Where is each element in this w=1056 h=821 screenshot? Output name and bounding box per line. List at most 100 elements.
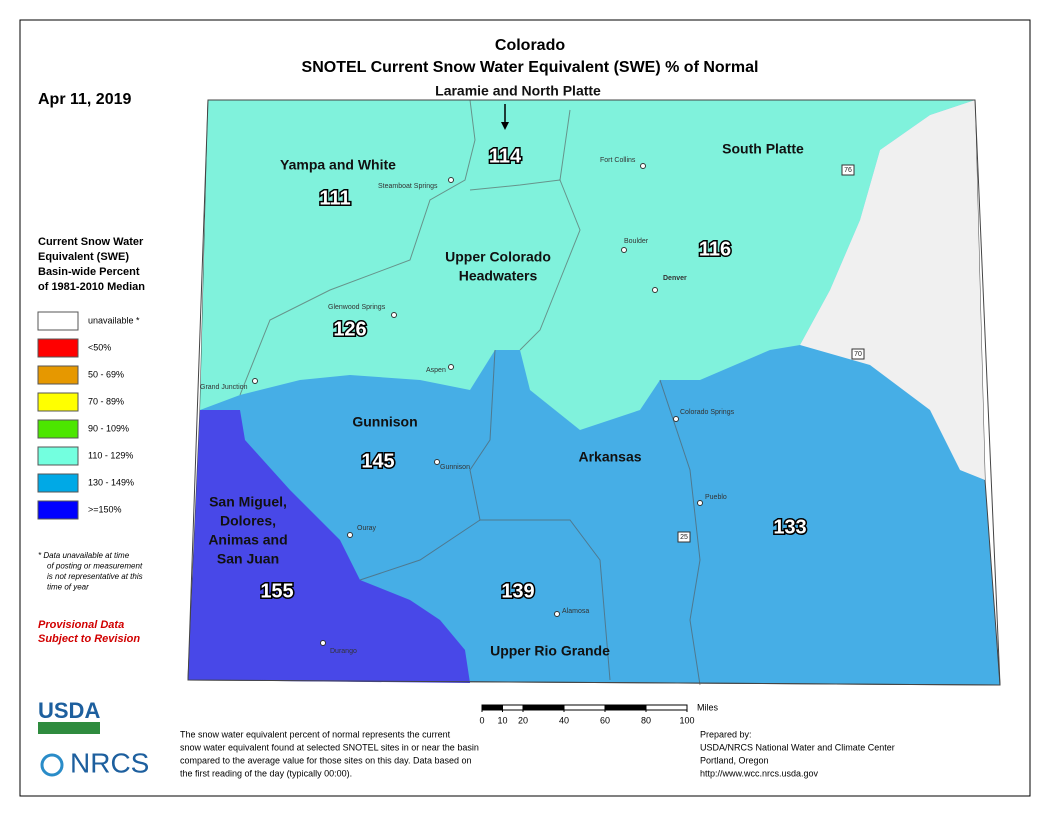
basin-name: Upper Colorado xyxy=(445,249,551,265)
basin-line xyxy=(469,179,561,191)
scale-unit: Miles xyxy=(697,702,719,712)
basin-value: 155 xyxy=(260,580,293,602)
arrow-head xyxy=(501,122,509,130)
legend-label: <50% xyxy=(88,342,111,352)
logo-field xyxy=(38,722,100,734)
city-dot xyxy=(347,532,353,538)
scale-segment xyxy=(523,705,564,710)
legend-swatch xyxy=(37,446,79,466)
city-dot xyxy=(554,611,560,617)
basin-name: Upper Rio Grande xyxy=(490,643,610,659)
basin-line xyxy=(469,349,611,681)
city-label: Pueblo xyxy=(705,494,727,501)
scale-label: 60 xyxy=(600,715,610,725)
scale-label: 10 xyxy=(497,715,507,725)
date: Apr 11, 2019 xyxy=(38,91,132,108)
basin-unavailable xyxy=(800,100,985,480)
highway-shield xyxy=(851,348,865,360)
legend-swatch xyxy=(37,500,79,520)
city-dot xyxy=(320,640,326,646)
city-label: Gunnison xyxy=(440,464,470,471)
map-labels: Yampa and White 111 Laramie and North Plat… xyxy=(200,83,865,659)
provisional-note: Provisional Data xyxy=(38,619,124,631)
prepared-by: USDA/NRCS National Water and Climate Cen… xyxy=(700,742,895,752)
footnote: time of year xyxy=(47,583,89,592)
city-dot xyxy=(652,287,658,293)
basin-value: 114 xyxy=(489,145,522,167)
description: compared to the average value for those … xyxy=(180,755,472,765)
legend-swatch xyxy=(37,365,79,385)
legend-title: Basin-wide Percent xyxy=(38,266,140,278)
highway-label: 25 xyxy=(680,534,688,541)
city-label: Grand Junction xyxy=(200,384,248,391)
city-dot xyxy=(621,247,627,253)
city-label: Fort Collins xyxy=(600,157,636,164)
footnote: is not representative at this xyxy=(47,572,143,581)
basin-dark xyxy=(188,410,470,683)
city-label: Boulder xyxy=(624,238,649,245)
legend-swatch xyxy=(37,311,79,331)
city-label: Alamosa xyxy=(562,608,589,615)
basin-name: Animas and xyxy=(208,532,287,548)
city-dot xyxy=(391,312,397,318)
basin-line xyxy=(359,519,481,581)
basin-map xyxy=(187,99,1001,686)
state-border xyxy=(187,99,1001,686)
basin-name: Arkansas xyxy=(578,449,641,465)
description: The snow water equivalent percent of nor… xyxy=(180,729,451,739)
basin-line xyxy=(239,99,476,396)
basin-name: Gunnison xyxy=(352,414,417,430)
prepared-by: Portland, Oregon xyxy=(700,755,769,765)
scale-bar xyxy=(481,704,688,711)
description: the first reading of the day (typically … xyxy=(180,768,352,778)
legend-swatch xyxy=(37,473,79,493)
city-dot xyxy=(252,378,258,384)
scale-label: 20 xyxy=(518,715,528,725)
city-dot xyxy=(434,459,440,465)
legend-label: 90 - 109% xyxy=(88,423,129,433)
basin-line xyxy=(519,109,581,351)
scale-label: 80 xyxy=(641,715,651,725)
basin-value: 133 xyxy=(773,516,806,538)
legend-label: 70 - 89% xyxy=(88,396,124,406)
basin-name: South Platte xyxy=(722,141,804,157)
legend-title: of 1981-2010 Median xyxy=(38,281,145,293)
legend-label: 110 - 129% xyxy=(88,450,133,460)
city-label: Ouray xyxy=(357,525,377,532)
highway-shield xyxy=(841,164,855,176)
city-dot xyxy=(448,364,454,370)
subtitle: SNOTEL Current Snow Water Equivalent (SW… xyxy=(302,59,759,76)
scale-segment xyxy=(482,705,503,710)
highway-shield xyxy=(677,531,691,543)
prepared-by: http://www.wcc.nrcs.usda.gov xyxy=(700,768,819,778)
legend-swatch xyxy=(37,419,79,439)
legend-title: Equivalent (SWE) xyxy=(38,251,129,263)
city-label: Colorado Springs xyxy=(680,409,735,416)
city-dot xyxy=(448,177,454,183)
legend-label: 130 - 149% xyxy=(88,477,134,487)
basin-name: San Juan xyxy=(217,551,279,567)
basin-value: 116 xyxy=(699,238,731,260)
river xyxy=(659,379,701,686)
basin-name: Dolores, xyxy=(220,513,276,529)
legend-label: unavailable * xyxy=(88,315,140,325)
prepared-by: Prepared by: xyxy=(700,729,752,739)
frame xyxy=(19,19,1031,797)
city-label: Aspen xyxy=(426,367,446,374)
city-label: Steamboat Springs xyxy=(378,183,438,190)
description: snow water equivalent found at selected … xyxy=(180,742,479,752)
basin-name: Yampa and White xyxy=(280,157,396,173)
city-label: Durango xyxy=(330,648,357,655)
legend-swatch xyxy=(37,338,79,358)
basin-value: 139 xyxy=(501,580,534,602)
city-label: Glenwood Springs xyxy=(328,304,386,311)
basin-name: Laramie and North Platte xyxy=(435,83,601,99)
basin-value: 126 xyxy=(333,318,366,340)
scale-segment xyxy=(605,705,646,710)
legend-label: 50 - 69% xyxy=(88,369,124,379)
basin-aqua xyxy=(200,100,975,430)
legend: Current Snow Water Equivalent (SWE) Basin-… xyxy=(37,236,145,645)
basin-name: San Miguel, xyxy=(209,494,287,510)
